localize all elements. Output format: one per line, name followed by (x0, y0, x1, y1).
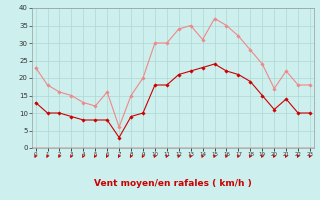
Text: Vent moyen/en rafales ( km/h ): Vent moyen/en rafales ( km/h ) (94, 180, 252, 188)
